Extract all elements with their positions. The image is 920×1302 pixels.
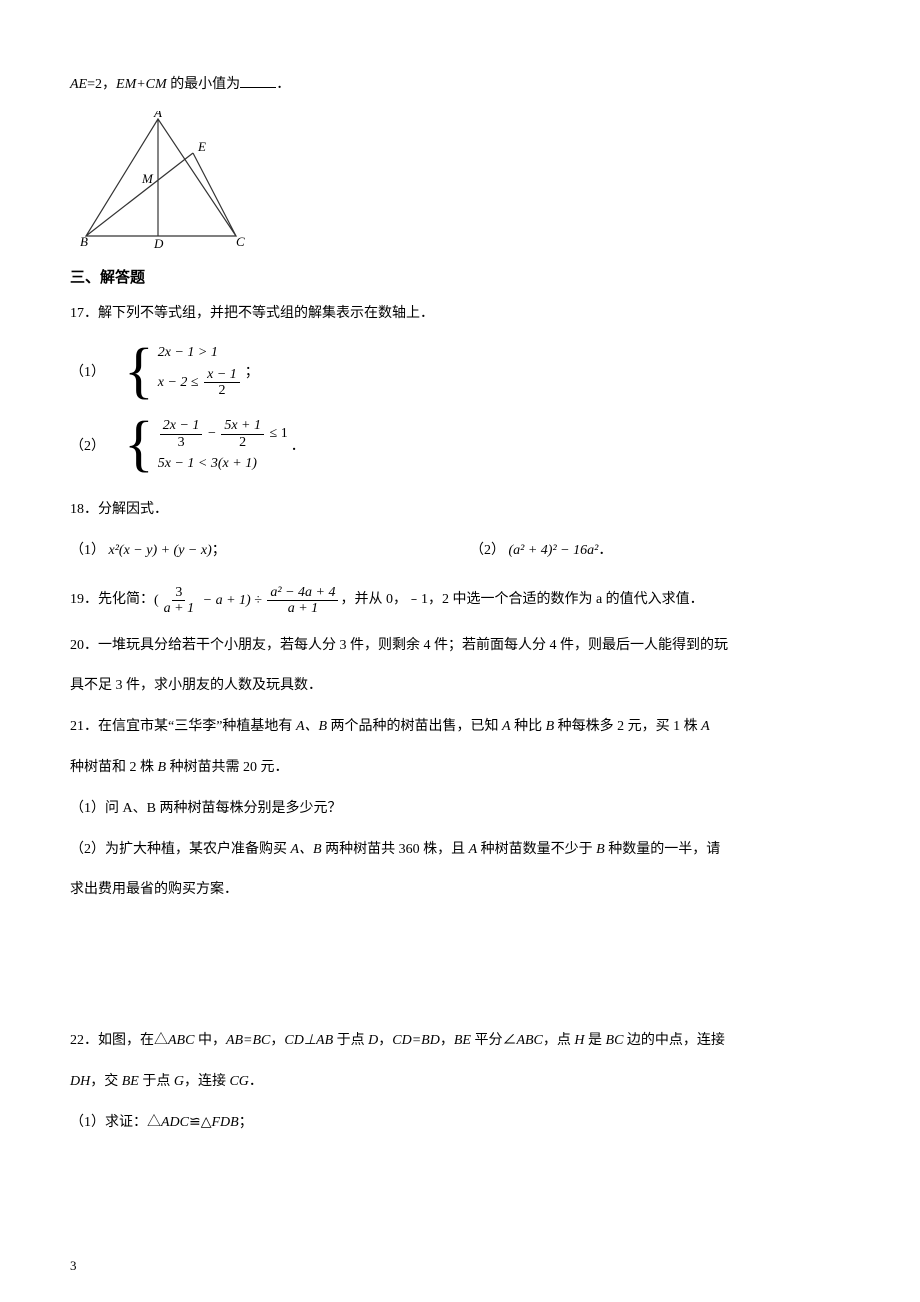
q20-line1: 20．一堆玩具分给若干个小朋友，若每人分 3 件，则剩余 4 件；若前面每人分 … [70,631,850,662]
q17-p2-minus: − [208,427,219,442]
q18-parts: （1） x²(x − y) + (y − x)； （2） (a² + 4)² −… [70,536,850,567]
q17-p1-tail: ； [245,361,259,381]
q22-p1: （1）求证：△ADC≌△FDB； [70,1108,850,1139]
q19: 19．先化简： ( 3 a + 1 − a + 1) ÷ a² − 4a + 4… [70,585,850,617]
q19-tail: ，并从 0，﹣1，2 中选一个合适的数作为 a 的值代入求值． [340,585,703,616]
triangle-svg: A B C D E M [76,111,246,251]
q21-p2-line2: 求出费用最省的购买方案． [70,875,850,906]
brace-icon-2: { [124,417,154,473]
q21-line1: 21．在信宜市某“三华李”种植基地有 A、B 两个品种的树苗出售，已知 A 种比… [70,712,850,743]
q17-stem: 17．解下列不等式组，并把不等式组的解集表示在数轴上． [70,299,850,330]
q22-line2: DH，交 BE 于点 G，连接 CG． [70,1067,850,1098]
q18-p1-tail: ； [212,543,226,558]
label-a: A [153,111,162,120]
label-c: C [236,234,245,249]
q17-p2-rows: 2x − 1 3 − 5x + 1 2 ≤ 1 5x − 1 < 3(x + 1… [158,418,288,472]
q18-p2-label: （2） [470,543,505,558]
q16-eq: =2， [87,77,116,92]
q17-p2-label: （2） [70,435,114,455]
label-b: B [80,234,88,249]
line-be [86,153,193,236]
q17-p2-f2: 5x + 1 2 [221,418,264,450]
q17-p1-row2-lhs: x − 2 ≤ [158,375,199,390]
q18-p1-label: （1） [70,543,105,558]
q16-blank [240,74,276,88]
q19-f1: 3 a + 1 [161,585,197,617]
q18-p2-expr: (a² + 4)² − 16a² [509,543,599,558]
brace-icon: { [124,344,154,400]
q21-p2-line1: （2）为扩大种植，某农户准备购买 A、B 两种树苗共 360 株，且 A 种树苗… [70,835,850,866]
q17-p1-frac-den: 2 [215,383,228,398]
q18-p2-tail: ． [598,543,612,558]
q19-expr: ( 3 a + 1 − a + 1) ÷ a² − 4a + 4 a + 1 [154,585,340,617]
q17-p2-tail: ． [291,435,305,455]
q22-line1: 22．如图，在△ABC 中，AB=BC，CD⊥AB 于点 D，CD=BD，BE … [70,1026,850,1057]
q16-line: AE=2，EM+CM 的最小值为 ． [70,70,850,101]
section-3-heading: 三、解答题 [70,266,850,287]
q18-p1: （1） x²(x − y) + (y − x)； [70,536,470,567]
q17-p1-frac: x − 1 2 [204,367,240,399]
q17-p1-system: { 2x − 1 > 1 x − 2 ≤ x − 1 2 [124,344,242,400]
q17-p2-f1: 2x − 1 3 [160,418,203,450]
q19-label: 19．先化简： [70,585,154,616]
q17-part2: （2） { 2x − 1 3 − 5x + 1 2 ≤ 1 5x − 1 < 3… [70,417,850,473]
q17-p2-system: { 2x − 1 3 − 5x + 1 2 ≤ 1 5x − 1 < 3(x +… [124,417,288,473]
label-m: M [141,171,154,186]
q17-p1-frac-num: x − 1 [204,367,240,383]
q16-period: ． [276,77,290,92]
q17-p2-row2: 5x − 1 < 3(x + 1) [158,456,288,472]
line-ec [193,153,236,236]
q20-line2: 具不足 3 件，求小朋友的人数及玩具数． [70,671,850,702]
page-number: 3 [70,1258,77,1274]
q19-mid: − a + 1) ÷ [199,593,265,608]
label-d: D [153,236,164,251]
triangle-diagram: A B C D E M [76,111,850,256]
q18-p1-expr: x²(x − y) + (y − x) [109,543,212,558]
q18-p2: （2） (a² + 4)² − 16a²． [470,536,612,567]
q18-stem: 18．分解因式． [70,495,850,526]
q16-after: 的最小值为 [167,77,241,92]
q19-open: ( [154,593,159,608]
q17-p2-row1: 2x − 1 3 − 5x + 1 2 ≤ 1 [158,418,288,450]
q16-ae: AE [70,77,87,92]
q16-emcm: EM+CM [116,77,167,92]
q17-p2-row1-tail: ≤ 1 [270,427,288,442]
q19-f2: a² − 4a + 4 a + 1 [267,585,338,617]
q17-part1: （1） { 2x − 1 > 1 x − 2 ≤ x − 1 2 ； [70,344,850,400]
q17-p1-row2: x − 2 ≤ x − 1 2 [158,367,242,399]
q21-line2: 种树苗和 2 株 B 种树苗共需 20 元． [70,753,850,784]
q21-p1: （1）问 A、B 两种树苗每株分别是多少元？ [70,794,850,825]
q17-p1-rows: 2x − 1 > 1 x − 2 ≤ x − 1 2 [158,345,242,399]
q17-p1-row1: 2x − 1 > 1 [158,345,242,361]
spacer [70,916,850,1026]
q17-p1-label: （1） [70,361,114,381]
label-e: E [197,139,206,154]
